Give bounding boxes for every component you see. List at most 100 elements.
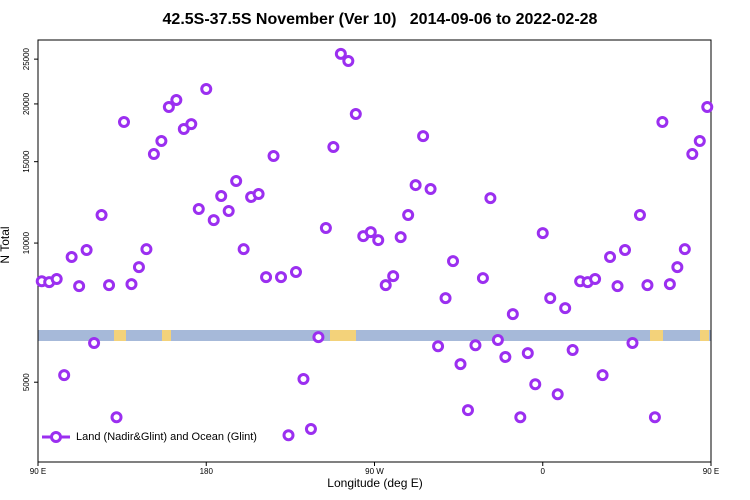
point (252, 187, 265, 200)
point (88, 336, 101, 349)
point (162, 100, 175, 113)
y-tick-label: 25000 (22, 47, 31, 70)
point (559, 302, 572, 315)
y-tick-label: 10000 (22, 231, 31, 254)
point (641, 279, 654, 292)
point (215, 190, 228, 203)
point (230, 175, 243, 188)
point (484, 192, 497, 205)
point (207, 214, 220, 227)
point (521, 347, 534, 360)
point (50, 273, 63, 286)
point (260, 271, 273, 284)
point (170, 93, 183, 106)
point (544, 292, 557, 305)
point (289, 265, 302, 278)
point (304, 423, 317, 436)
point (349, 108, 362, 121)
point (469, 339, 482, 352)
point (432, 340, 445, 353)
legend-label: Land (Nadir&Glint) and Ocean (Glint) (76, 431, 257, 443)
point (140, 243, 153, 256)
point (73, 280, 86, 293)
point (693, 134, 706, 147)
y-tick-label: 20000 (22, 92, 31, 115)
y-tick-label: 5000 (22, 373, 31, 391)
x-tick-label: 90 E (30, 467, 46, 476)
land-ocean-strip (38, 330, 711, 341)
point (506, 308, 519, 321)
point (319, 221, 332, 234)
point (334, 47, 347, 60)
point (402, 209, 415, 222)
point (110, 411, 123, 424)
point (551, 388, 564, 401)
point (604, 250, 617, 263)
point (342, 54, 355, 67)
point (185, 118, 198, 131)
y-tick-label: 15000 (22, 150, 31, 173)
point (379, 279, 392, 292)
land-patch (700, 330, 709, 341)
point (192, 202, 205, 215)
point (80, 244, 93, 257)
point (499, 350, 512, 363)
point (596, 369, 609, 382)
point (65, 250, 78, 263)
point (387, 270, 400, 283)
point (678, 243, 691, 256)
point (200, 83, 213, 96)
point (222, 205, 235, 218)
point (589, 273, 602, 286)
x-tick-label: 90 E (703, 467, 719, 476)
point (58, 369, 71, 382)
x-axis-label: Longitude (deg E) (327, 476, 422, 490)
point (447, 255, 460, 268)
point (536, 227, 549, 240)
x-tick-label: 0 (541, 467, 546, 476)
point (372, 234, 385, 247)
ocean-strip (38, 330, 711, 341)
point (409, 179, 422, 192)
point (491, 334, 504, 347)
point (648, 411, 661, 424)
point (611, 280, 624, 293)
land-patch (114, 330, 126, 341)
point (155, 134, 168, 147)
point (633, 209, 646, 222)
point (312, 331, 325, 344)
point (275, 271, 288, 284)
point (117, 115, 130, 128)
point (686, 148, 699, 161)
point (267, 150, 280, 163)
point (364, 226, 377, 239)
point (626, 336, 639, 349)
x-tick-label: 180 (200, 467, 214, 476)
point (132, 261, 145, 274)
point (439, 292, 452, 305)
point (671, 261, 684, 274)
point (424, 183, 437, 196)
point (514, 411, 527, 424)
chart-title: 42.5S-37.5S November (Ver 10) 2014-09-06… (163, 11, 598, 28)
point (529, 378, 542, 391)
point (237, 243, 250, 256)
land-patch (650, 330, 663, 341)
point (147, 148, 160, 161)
point (454, 358, 467, 371)
point (656, 115, 669, 128)
point (297, 373, 310, 386)
y-axis-label: N Total (0, 226, 12, 263)
point (95, 209, 108, 222)
point (103, 279, 116, 292)
land-patch (162, 330, 171, 341)
point (125, 278, 138, 291)
point (476, 272, 489, 285)
point (282, 429, 295, 442)
land-patch (330, 330, 356, 341)
point (417, 130, 430, 143)
point (619, 244, 632, 257)
point (701, 100, 714, 113)
point (394, 231, 407, 244)
